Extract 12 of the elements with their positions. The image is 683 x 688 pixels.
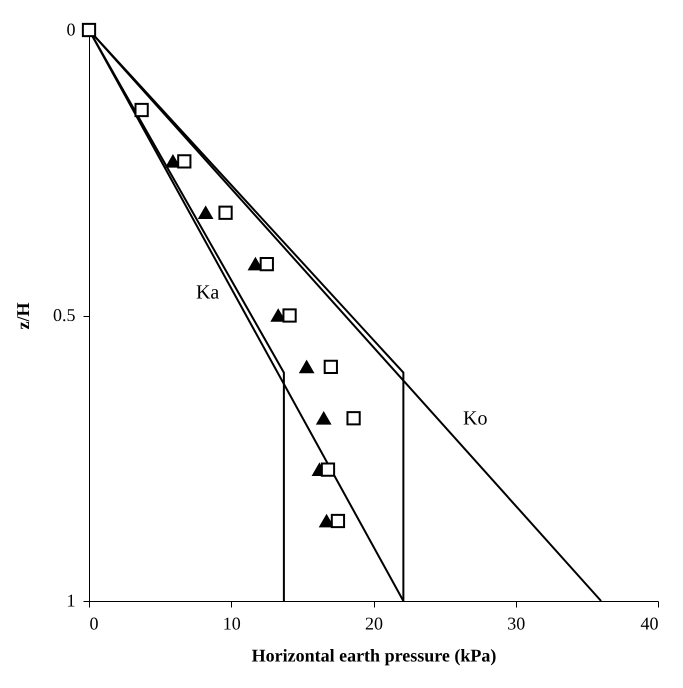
y-tick-label: 0: [66, 20, 76, 40]
series-label: Ka: [196, 282, 220, 304]
x-tick-label: 20: [365, 614, 383, 634]
x-tick-label: 30: [507, 614, 526, 634]
y-tick-label: 0.5: [53, 305, 76, 325]
x-tick-label: 40: [640, 614, 658, 634]
x-tick-label: 0: [90, 614, 98, 634]
y-tick-label: 1: [66, 590, 76, 610]
x-tick-label: 10: [222, 614, 241, 634]
x-axis-title: Horizontal earth pressure (kPa): [252, 646, 496, 666]
series-label: Ko: [463, 407, 488, 430]
y-axis-title: z/H: [13, 302, 33, 330]
